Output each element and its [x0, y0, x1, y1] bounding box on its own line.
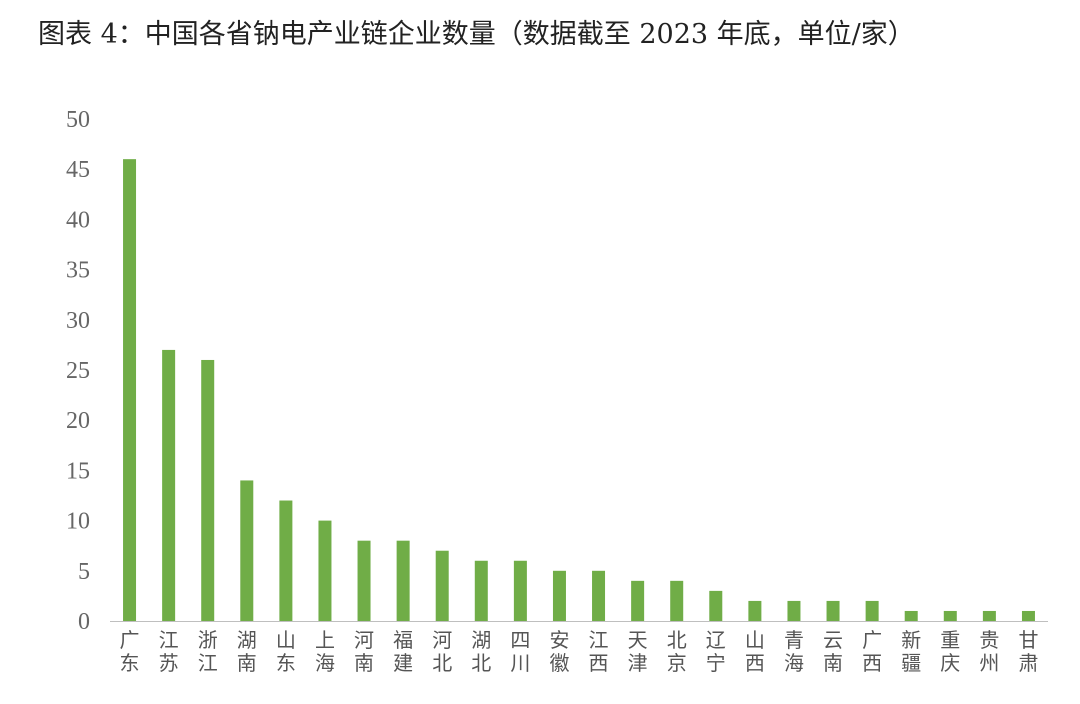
y-tick-label: 15: [66, 458, 90, 484]
x-tick-label: 青海: [784, 628, 804, 675]
x-tick-label: 山东: [276, 628, 296, 675]
bar: [552, 570, 566, 621]
x-tick-label: 四川: [510, 628, 530, 675]
x-tick-label: 河南: [354, 628, 374, 675]
y-tick-label: 30: [66, 308, 90, 334]
bar: [201, 359, 215, 621]
bar: [982, 610, 996, 621]
bar: [865, 600, 879, 621]
x-tick-label: 福建: [393, 628, 413, 675]
bar: [357, 540, 371, 621]
y-tick-label: 25: [66, 358, 90, 384]
bar: [162, 349, 176, 621]
x-tick-label: 河北: [432, 628, 452, 675]
x-tick-label: 云南: [823, 628, 843, 675]
x-tick-label: 湖南: [237, 628, 257, 675]
y-tick-label: 5: [78, 559, 90, 585]
x-tick-label: 北京: [667, 628, 687, 675]
x-tick-label: 山西: [745, 628, 765, 675]
bar: [474, 560, 488, 621]
bar: [826, 600, 840, 621]
bar: [592, 570, 606, 621]
x-tick-label: 辽宁: [706, 628, 726, 675]
bar: [279, 500, 293, 621]
x-tick-label: 江苏: [159, 628, 179, 675]
x-tick-label: 甘肃: [1018, 628, 1038, 675]
x-tick-label: 广东: [120, 628, 140, 675]
bar: [943, 610, 957, 621]
x-tick-label: 重庆: [940, 628, 960, 675]
y-tick-label: 10: [66, 509, 90, 535]
x-axis-labels: 广东江苏浙江湖南山东上海河南福建河北湖北四川安徽江西天津北京辽宁山西青海云南广西…: [120, 628, 1039, 675]
y-tick-label: 40: [66, 207, 90, 233]
x-tick-label: 安徽: [549, 628, 569, 675]
bar: [631, 580, 645, 621]
bar: [123, 159, 137, 621]
bar: [670, 580, 684, 621]
bar: [396, 540, 410, 621]
x-tick-label: 上海: [315, 628, 335, 675]
y-axis-labels: 0 5 10 15 20 25 30 35 40 45 50: [66, 107, 90, 635]
bar: [709, 590, 723, 621]
bars: [123, 159, 1035, 621]
y-tick-label: 45: [66, 157, 90, 183]
x-tick-label: 贵州: [979, 628, 999, 675]
x-tick-label: 新疆: [901, 628, 921, 675]
x-tick-label: 湖北: [471, 628, 491, 675]
x-tick-label: 广西: [862, 628, 882, 675]
bar: [318, 520, 332, 621]
x-tick-label: 江西: [589, 628, 609, 675]
y-tick-label: 50: [66, 107, 90, 133]
bar: [1021, 610, 1035, 621]
bar: [513, 560, 527, 621]
bar: [240, 480, 254, 621]
x-tick-label: 浙江: [198, 628, 218, 675]
bar: [904, 610, 918, 621]
x-tick-label: 天津: [628, 628, 648, 675]
chart-title: 图表 4：中国各省钠电产业链企业数量（数据截至 2023 年底，单位/家）: [38, 19, 915, 50]
y-tick-label: 20: [66, 408, 90, 434]
y-tick-label: 0: [78, 609, 90, 635]
bar: [435, 550, 449, 621]
bar: [748, 600, 762, 621]
bar: [787, 600, 801, 621]
y-tick-label: 35: [66, 258, 90, 284]
